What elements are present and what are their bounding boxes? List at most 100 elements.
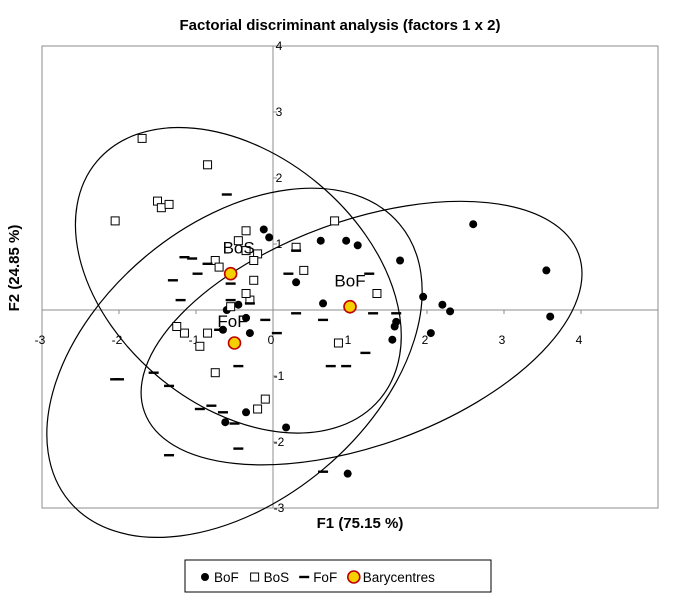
bof-point <box>242 313 251 322</box>
barycentre-labels: BoF BoS FoF <box>217 239 365 331</box>
legend-label-fof: FoF <box>313 570 337 585</box>
barycentres-point <box>227 336 242 350</box>
y-tick-label: -1 <box>274 369 285 383</box>
series-barycentres <box>223 266 357 350</box>
fof-point <box>291 249 302 252</box>
fof-point <box>364 272 375 275</box>
bof-point <box>390 322 399 331</box>
bos-point <box>253 404 263 414</box>
series-bos <box>110 133 382 414</box>
bos-point <box>172 322 182 331</box>
bof-point <box>426 329 435 338</box>
x-tick-label: -3 <box>35 333 46 347</box>
fof-point <box>110 378 121 381</box>
fof-point <box>194 407 205 411</box>
bof-point <box>259 225 268 234</box>
bos-point <box>226 302 236 312</box>
chart-title: Factorial discriminant analysis (factors… <box>180 17 501 34</box>
confidence-ellipse-bos <box>74 126 402 434</box>
x-tick-label: 1 <box>345 333 352 347</box>
fof-point <box>206 404 217 407</box>
fof-point <box>318 470 329 473</box>
bos-point <box>110 216 120 226</box>
y-tick-label: 2 <box>276 171 283 185</box>
x-tick-label: 2 <box>422 333 429 347</box>
y-axis-title: F2 (24.85 %) <box>6 225 23 312</box>
bof-point <box>469 220 478 229</box>
fof-point <box>217 411 228 414</box>
bof-point <box>234 300 243 309</box>
bos-point <box>249 256 259 265</box>
bos-point <box>137 133 147 143</box>
fof-point <box>148 371 159 374</box>
bof-point <box>396 256 405 265</box>
bos-point <box>333 338 343 348</box>
barycentre-label-fof: FoF <box>217 312 247 331</box>
fof-point <box>283 272 294 275</box>
bof-point <box>221 418 230 427</box>
fof-point <box>164 454 175 457</box>
x-tick-label: 0 <box>268 333 275 347</box>
bof-point <box>292 278 301 287</box>
bos-point <box>260 394 270 404</box>
bos-point <box>203 328 213 338</box>
legend-label-barycentres: Barycentres <box>363 570 435 585</box>
y-tick-label: 4 <box>276 39 283 53</box>
fof-point <box>341 364 352 368</box>
y-tick-label: -3 <box>274 501 285 515</box>
bos-point <box>299 265 309 275</box>
legend-label-bof: BoF <box>214 570 239 585</box>
fof-point <box>192 272 203 275</box>
axis-ticks: -3 -2 -1 0 1 2 3 4 -3 -2 -1 1 2 3 4 <box>35 39 583 515</box>
legend-item-fof: FoF <box>299 570 337 585</box>
bos-point <box>372 289 382 298</box>
fof-point <box>360 351 371 355</box>
bof-point <box>388 335 397 344</box>
legend-marker-barycentres <box>346 570 361 584</box>
legend: BoF BoS FoF Barycentres <box>184 559 492 593</box>
fof-point <box>244 302 255 305</box>
bos-point <box>249 275 259 285</box>
fof-point <box>214 328 225 331</box>
fof-point <box>225 282 236 285</box>
legend-marker-fof <box>299 575 310 579</box>
fof-point <box>167 279 178 282</box>
bos-point <box>203 160 213 170</box>
bof-point <box>282 423 291 432</box>
bos-point <box>330 216 340 226</box>
fof-point <box>318 318 329 322</box>
bos-point <box>156 203 166 213</box>
x-tick-label: 4 <box>576 333 583 347</box>
fof-point <box>325 364 336 368</box>
bof-point <box>316 236 325 245</box>
fof-point <box>368 312 379 315</box>
series-fof <box>110 193 402 473</box>
barycentres-point <box>223 266 238 281</box>
bos-point <box>241 289 251 298</box>
fof-point <box>202 262 213 265</box>
legend-label-bos: BoS <box>264 570 290 585</box>
bof-point <box>419 292 428 301</box>
bos-point <box>195 341 205 351</box>
legend-marker-bos <box>250 572 260 582</box>
bos-point <box>241 226 251 236</box>
y-tick-label: 1 <box>276 237 283 251</box>
fof-point <box>233 364 244 368</box>
fof-point <box>225 298 236 302</box>
fof-point <box>391 312 402 315</box>
confidence-ellipses <box>46 126 583 538</box>
confidence-ellipse-bof <box>140 200 583 466</box>
bof-point <box>265 233 274 242</box>
fof-point <box>179 256 190 259</box>
bof-point <box>542 266 551 275</box>
fof-point <box>175 298 186 302</box>
bof-point <box>353 241 362 250</box>
y-tick-label: 3 <box>276 105 283 119</box>
bos-point <box>164 199 174 209</box>
x-tick-label: -2 <box>112 333 123 347</box>
bof-point <box>245 329 254 338</box>
bof-point <box>319 299 328 308</box>
bof-point <box>546 312 555 321</box>
bos-point <box>241 246 251 256</box>
fof-point <box>187 257 198 260</box>
